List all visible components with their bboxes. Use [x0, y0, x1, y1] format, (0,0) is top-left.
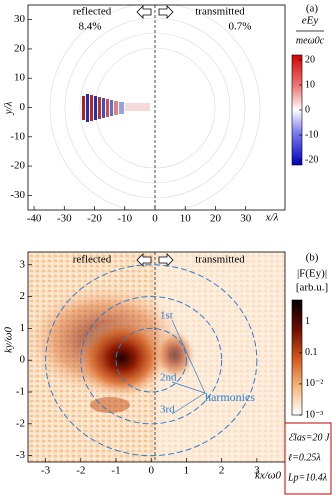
- y-axis-label: y/λ: [3, 101, 15, 115]
- x-tick-label: 30: [240, 213, 252, 225]
- field-image: [28, 5, 285, 210]
- spectrum-image: [28, 252, 285, 462]
- colorbar-tick-label: 0.1: [305, 347, 318, 358]
- y-tick-label: -30: [10, 189, 25, 201]
- y-tick-label: -1: [16, 386, 25, 398]
- panel-label: (a): [306, 3, 319, 15]
- leader-line: [171, 392, 206, 415]
- harmonic-circle: [80, 296, 223, 425]
- x-tick-label: -10: [117, 213, 132, 225]
- y-tick-label: 2: [20, 290, 26, 302]
- leader-line: [171, 381, 206, 394]
- harmonic-label: 3rd: [160, 404, 175, 416]
- colorbar-tick-label: 10⁻²: [305, 378, 323, 389]
- harmonics-label: harmonics: [205, 390, 255, 404]
- y-tick-label: 30: [14, 13, 26, 25]
- harmonic-circle: [45, 264, 258, 457]
- x-tick-label: 2: [219, 465, 225, 477]
- y-tick-label: 0: [20, 354, 26, 366]
- parameter: Lp=10.4λ: [287, 472, 328, 483]
- harmonic-circle: [115, 327, 187, 393]
- parameter: ℰlas=20 J: [288, 432, 330, 443]
- parameter-box: [284, 422, 332, 495]
- x-tick-label: -20: [87, 213, 102, 225]
- colorbar-tick-label: 10: [305, 79, 315, 90]
- x-tick-label: 10: [180, 213, 192, 225]
- y-tick-label: -2: [16, 417, 25, 429]
- x-axis-label: kx/ω0: [255, 470, 282, 482]
- x-tick-label: -40: [27, 213, 42, 225]
- harmonic-label: 1st: [160, 310, 173, 322]
- colorbar-tick-label: 1: [305, 316, 310, 327]
- panel-label: (b): [306, 252, 319, 264]
- colorbar-tick-label: 20: [305, 54, 315, 65]
- y-axis-label: ky/ω0: [3, 326, 15, 353]
- y-tick-label: -3: [16, 449, 26, 461]
- colorbar-label: eEy: [302, 15, 319, 27]
- harmonic-label: 2nd: [160, 372, 177, 384]
- annotation: transmitted: [195, 254, 245, 266]
- y-tick-label: 3: [20, 258, 26, 270]
- annotation: reflected: [73, 6, 112, 18]
- annotation: transmitted: [195, 6, 245, 18]
- y-tick-label: -20: [10, 160, 25, 172]
- y-tick-label: 0: [20, 101, 26, 113]
- x-tick-label: 20: [210, 213, 222, 225]
- y-tick-label: 10: [14, 72, 26, 84]
- y-tick-label: 20: [14, 42, 26, 54]
- colorbar-tick-label: -10: [305, 129, 318, 140]
- annotation: 0.7%: [229, 21, 252, 33]
- y-tick-label: -10: [10, 130, 25, 142]
- annotation: 8.4%: [79, 21, 102, 33]
- colorbar-tick-label: 10⁻³: [305, 409, 323, 420]
- parameter: ℓ=0.25λ: [288, 452, 321, 463]
- colorbar-label: meω0c: [296, 35, 325, 46]
- leader-line: [171, 319, 206, 394]
- x-tick-label: 0: [148, 465, 154, 477]
- x-tick-label: 3: [254, 465, 260, 477]
- plot-frame: [27, 251, 286, 463]
- x-tick-label: 1: [184, 465, 190, 477]
- x-tick-label: -2: [76, 465, 85, 477]
- colorbar-label: |F(Ey)|: [297, 268, 327, 280]
- annotation: reflected: [73, 254, 112, 266]
- y-tick-label: 1: [20, 322, 26, 334]
- x-axis-label: x/λ: [265, 212, 279, 224]
- x-tick-label: -3: [41, 465, 51, 477]
- x-tick-label: -1: [111, 465, 120, 477]
- x-tick-label: 0: [152, 213, 158, 225]
- x-tick-label: -30: [57, 213, 72, 225]
- direction-arrows: [136, 5, 174, 267]
- colorbar-tick-label: 0: [305, 104, 310, 115]
- colorbar-label: [arb.u.]: [296, 282, 328, 294]
- colorbar-tick-label: -20: [305, 154, 318, 165]
- colorbar: [291, 299, 303, 416]
